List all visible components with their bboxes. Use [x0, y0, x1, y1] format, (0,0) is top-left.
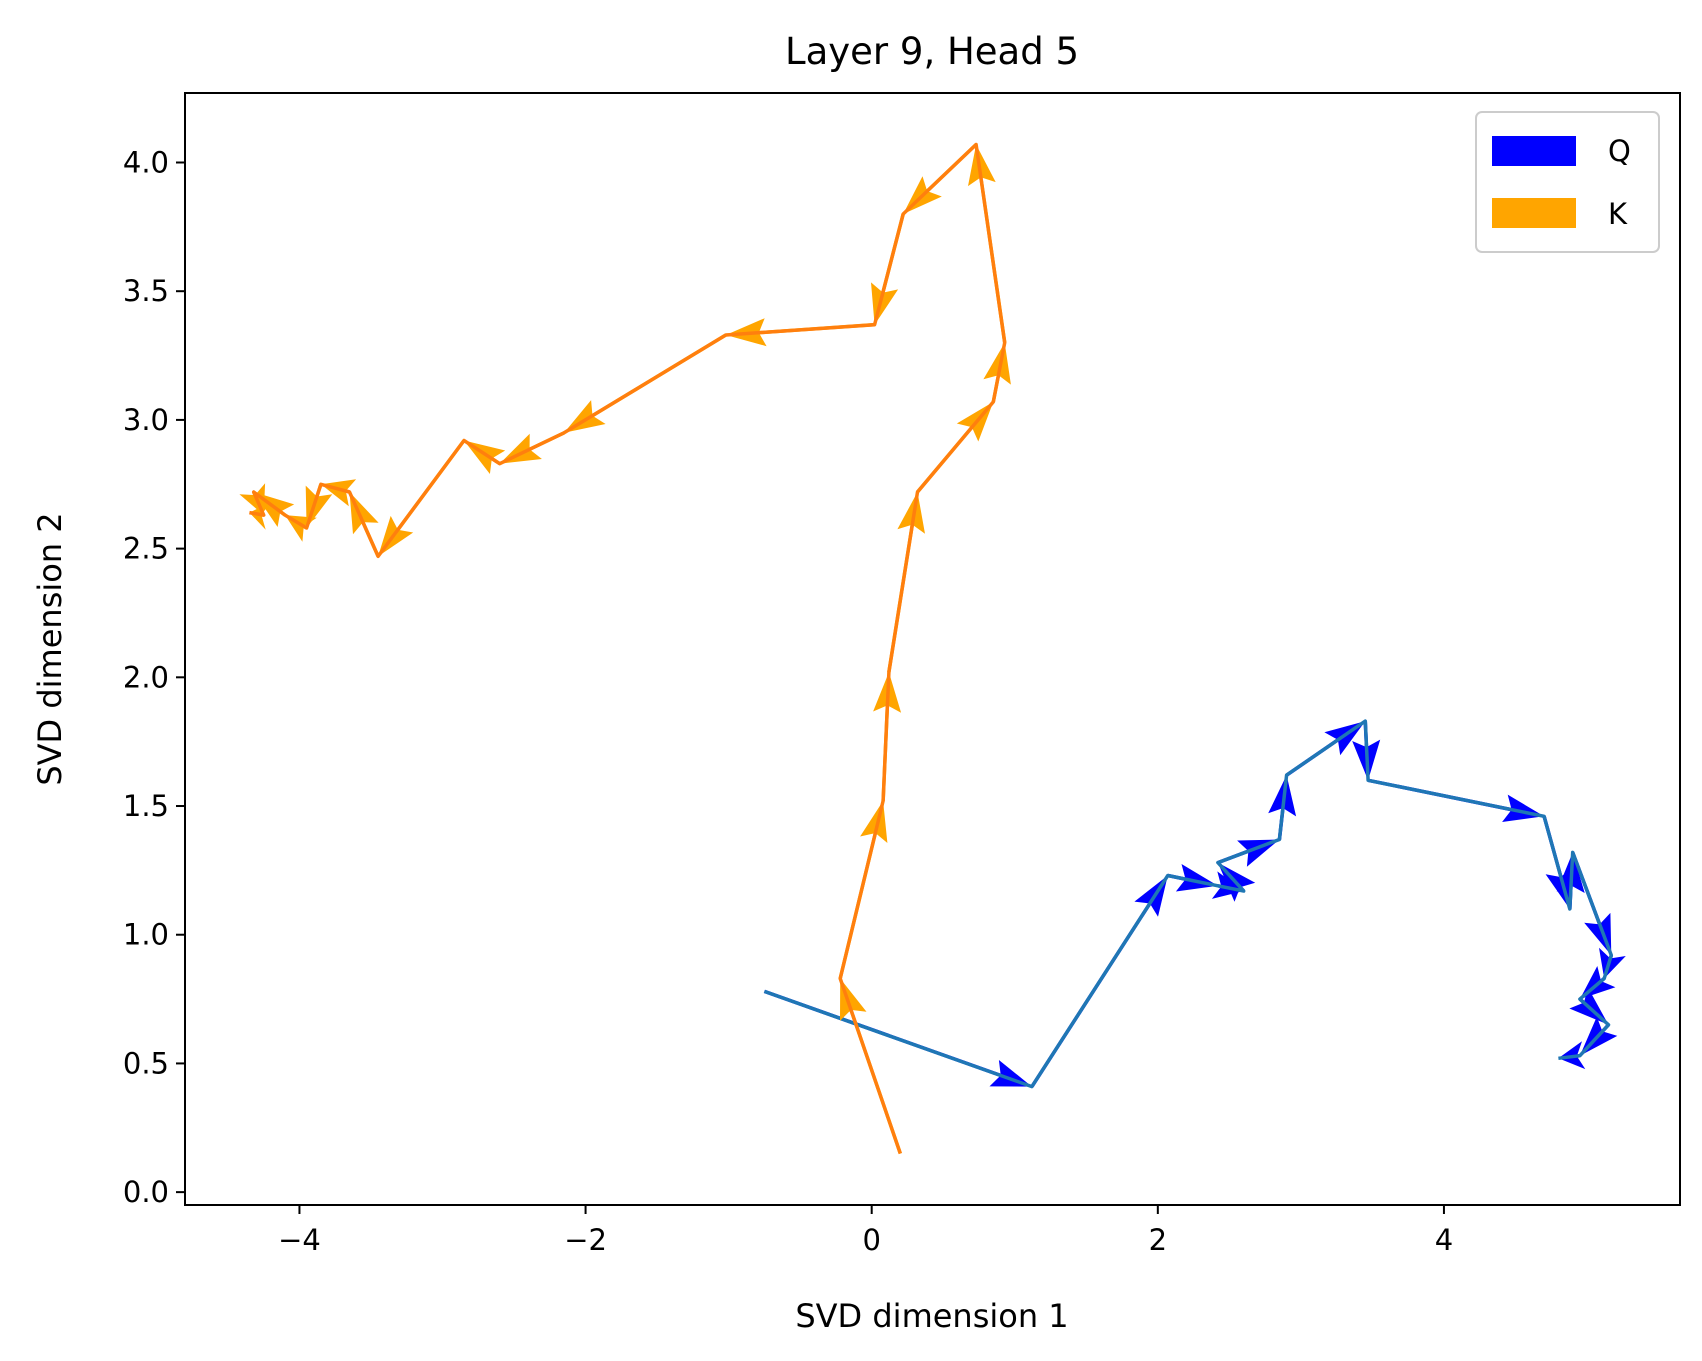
series-k-arrow — [305, 483, 333, 528]
series-q — [763, 719, 1626, 1089]
series-k-arrow — [983, 342, 1011, 403]
y-tick-label: 2.0 — [123, 660, 169, 694]
x-tick-label: 2 — [1149, 1223, 1167, 1257]
x-tick-label: 4 — [1435, 1223, 1453, 1257]
x-axis-label: SVD dimension 1 — [795, 1297, 1068, 1335]
legend-label-q: Q — [1608, 134, 1631, 168]
y-tick-label: 3.5 — [123, 274, 169, 308]
y-tick-label: 0.5 — [123, 1046, 169, 1080]
x-tick-label: −4 — [278, 1223, 321, 1257]
x-tick-label: 0 — [862, 1223, 880, 1257]
x-tick-label: −2 — [564, 1223, 607, 1257]
plot-frame — [184, 92, 1681, 1206]
legend-swatch-k — [1492, 198, 1576, 228]
series-layer — [239, 142, 1626, 1155]
y-tick-label: 1.0 — [123, 918, 169, 952]
y-tick-label: 2.5 — [123, 532, 169, 566]
legend-swatch-q — [1492, 136, 1576, 166]
series-q-line — [763, 719, 1614, 1089]
y-tick-label: 3.0 — [123, 403, 169, 437]
x-axis: −4 −2 0 2 4 — [278, 1205, 1453, 1257]
legend-frame — [1475, 111, 1660, 253]
y-axis-label: SVD dimension 2 — [31, 512, 69, 785]
chart-title: Layer 9, Head 5 — [785, 30, 1079, 73]
y-tick-label: 4.0 — [123, 146, 169, 180]
series-k-line — [249, 142, 1007, 1155]
y-tick-label: 0.0 — [123, 1175, 169, 1209]
legend: Q K — [1475, 111, 1660, 253]
y-tick-label: 1.5 — [123, 789, 169, 823]
y-axis: 0.0 0.5 1.0 1.5 2.0 2.5 3.0 3.5 4.0 — [123, 146, 185, 1209]
series-k — [239, 142, 1011, 1155]
legend-label-k: K — [1608, 197, 1628, 231]
